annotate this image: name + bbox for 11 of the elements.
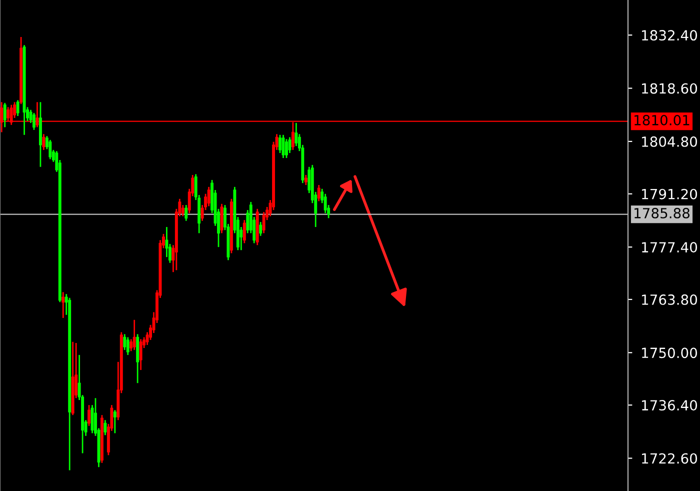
y-tick-label: 1818.60 bbox=[642, 83, 698, 94]
y-tick-label: 1763.80 bbox=[642, 294, 698, 305]
y-tick-label: 1777.40 bbox=[642, 242, 698, 253]
y-tick-label: 1722.60 bbox=[642, 453, 698, 464]
y-tick-label: 1832.40 bbox=[642, 30, 698, 41]
y-tick-label: 1791.20 bbox=[642, 188, 698, 200]
y-tick-label: 1750.00 bbox=[642, 348, 698, 358]
ref-line-label: 1785.88 bbox=[634, 208, 690, 218]
y-tick-label: 1804.80 bbox=[642, 136, 698, 147]
ref-line-label: 1810.01 bbox=[634, 114, 690, 126]
y-tick-label: 1736.40 bbox=[642, 400, 698, 411]
